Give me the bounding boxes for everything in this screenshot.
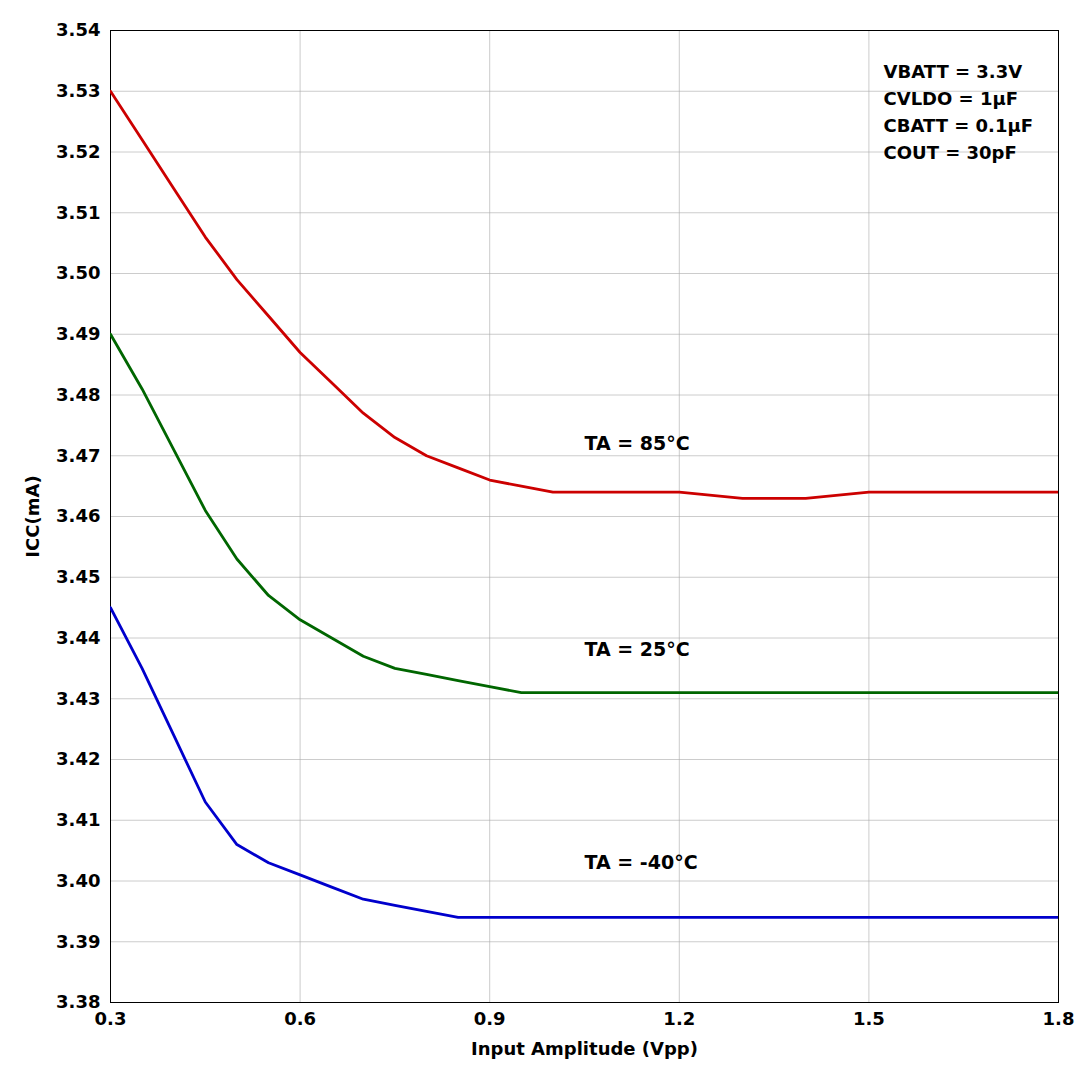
- svg-text:0.9: 0.9: [474, 1008, 506, 1029]
- svg-text:3.48: 3.48: [56, 384, 100, 405]
- svg-text:3.45: 3.45: [56, 566, 100, 587]
- svg-text:VBATT = 3.3VCVLDO = 1μFCBATT =: VBATT = 3.3VCVLDO = 1μFCBATT = 0.1μFCOUT…: [884, 61, 1033, 163]
- svg-text:1.8: 1.8: [1043, 1008, 1075, 1029]
- svg-text:1.5: 1.5: [853, 1008, 885, 1029]
- svg-text:3.41: 3.41: [56, 809, 100, 830]
- svg-text:3.38: 3.38: [56, 991, 100, 1012]
- svg-text:0.6: 0.6: [284, 1008, 316, 1029]
- svg-text:3.51: 3.51: [56, 202, 100, 223]
- svg-text:TA = -40°C: TA = -40°C: [585, 851, 698, 873]
- svg-text:ICC(mA): ICC(mA): [22, 475, 43, 557]
- svg-text:3.47: 3.47: [56, 445, 100, 466]
- svg-text:3.52: 3.52: [56, 141, 100, 162]
- svg-text:3.44: 3.44: [56, 627, 100, 648]
- svg-text:TA = 85°C: TA = 85°C: [585, 432, 690, 454]
- svg-text:3.49: 3.49: [56, 323, 100, 344]
- svg-text:3.39: 3.39: [56, 931, 100, 952]
- svg-text:3.46: 3.46: [56, 505, 100, 526]
- svg-text:3.43: 3.43: [56, 688, 100, 709]
- svg-text:3.40: 3.40: [56, 870, 100, 891]
- svg-text:3.54: 3.54: [56, 19, 100, 40]
- svg-text:0.3: 0.3: [94, 1008, 127, 1030]
- svg-text:Input Amplitude (Vpp): Input Amplitude (Vpp): [471, 1038, 698, 1059]
- svg-text:1.2: 1.2: [663, 1008, 695, 1029]
- svg-text:TA = 25°C: TA = 25°C: [585, 638, 690, 660]
- svg-text:3.50: 3.50: [56, 262, 100, 283]
- svg-text:3.42: 3.42: [56, 748, 100, 769]
- svg-text:3.53: 3.53: [56, 80, 100, 101]
